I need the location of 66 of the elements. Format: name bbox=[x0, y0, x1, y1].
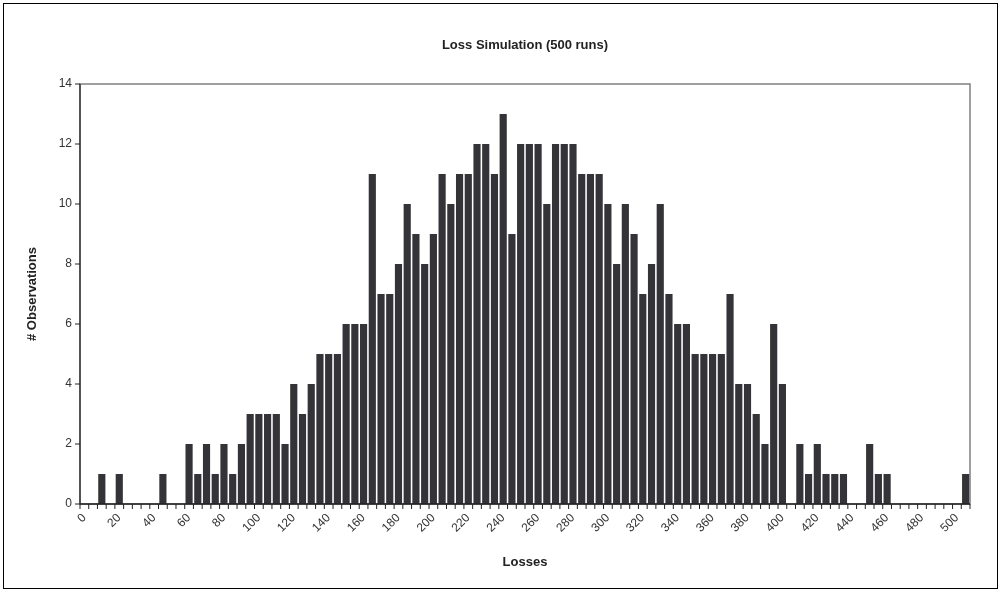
bar bbox=[429, 234, 437, 504]
x-tick-label: 100 bbox=[239, 510, 264, 535]
x-tick-label: 280 bbox=[553, 510, 578, 535]
x-tick-label: 220 bbox=[448, 510, 473, 535]
x-tick-label: 260 bbox=[518, 510, 543, 535]
x-tick-label: 500 bbox=[937, 510, 962, 535]
x-tick-label: 180 bbox=[378, 510, 404, 535]
bar bbox=[883, 474, 891, 504]
y-tick-label: 8 bbox=[65, 256, 73, 271]
bar bbox=[115, 474, 123, 504]
x-axis-title: Losses bbox=[502, 554, 548, 569]
bar bbox=[805, 474, 813, 504]
bar bbox=[517, 144, 525, 504]
x-tick-label: 320 bbox=[623, 510, 648, 535]
bar bbox=[394, 264, 403, 504]
y-tick-label: 14 bbox=[58, 76, 73, 91]
chart-title: Loss Simulation (500 runs) bbox=[441, 37, 609, 52]
bar bbox=[237, 444, 245, 504]
y-tick-label: 6 bbox=[65, 316, 73, 331]
bar bbox=[455, 174, 464, 504]
x-tick-label: 360 bbox=[692, 510, 718, 535]
bar bbox=[962, 474, 970, 504]
x-tick-label: 20 bbox=[104, 510, 124, 530]
bar bbox=[551, 144, 560, 504]
bar bbox=[159, 474, 167, 504]
bar bbox=[202, 444, 211, 504]
bar bbox=[264, 414, 272, 504]
x-tick-label: 40 bbox=[139, 510, 159, 530]
bar bbox=[490, 174, 499, 504]
x-tick-label: 480 bbox=[902, 510, 927, 535]
bar bbox=[586, 174, 595, 504]
y-tick-label: 2 bbox=[65, 436, 73, 451]
bar bbox=[682, 324, 690, 504]
x-tick-label: 400 bbox=[762, 510, 787, 535]
bar bbox=[709, 354, 717, 504]
bar bbox=[98, 474, 106, 504]
bar bbox=[796, 444, 804, 504]
bar bbox=[525, 144, 533, 504]
x-tick-label: 340 bbox=[658, 510, 683, 535]
bar bbox=[360, 324, 368, 504]
bar bbox=[866, 444, 874, 504]
x-tick-label: 60 bbox=[174, 510, 194, 530]
bar bbox=[778, 384, 786, 504]
bar bbox=[647, 264, 656, 504]
y-axis-title: # Observations bbox=[24, 247, 39, 341]
x-tick-label: 380 bbox=[727, 510, 753, 535]
y-tick-label: 10 bbox=[58, 196, 73, 211]
bar bbox=[743, 384, 752, 504]
bar bbox=[613, 264, 621, 504]
bar bbox=[839, 474, 848, 504]
x-tick-label: 420 bbox=[797, 510, 822, 535]
x-tick-label: 160 bbox=[343, 510, 369, 535]
x-tick-label: 240 bbox=[483, 510, 508, 535]
bar bbox=[298, 414, 307, 504]
x-tick-label: 120 bbox=[274, 510, 299, 535]
x-tick-label: 200 bbox=[413, 510, 438, 535]
x-tick-label: 440 bbox=[832, 510, 857, 535]
y-tick-label: 12 bbox=[58, 136, 73, 151]
x-tick-label: 460 bbox=[867, 510, 892, 535]
y-tick-label: 4 bbox=[65, 376, 73, 391]
bar bbox=[874, 474, 882, 504]
x-tick-label: 140 bbox=[308, 510, 334, 535]
x-tick-label: 300 bbox=[588, 510, 613, 535]
x-tick-label: 80 bbox=[208, 510, 229, 530]
bar bbox=[333, 354, 341, 504]
y-tick-label: 0 bbox=[65, 496, 73, 511]
